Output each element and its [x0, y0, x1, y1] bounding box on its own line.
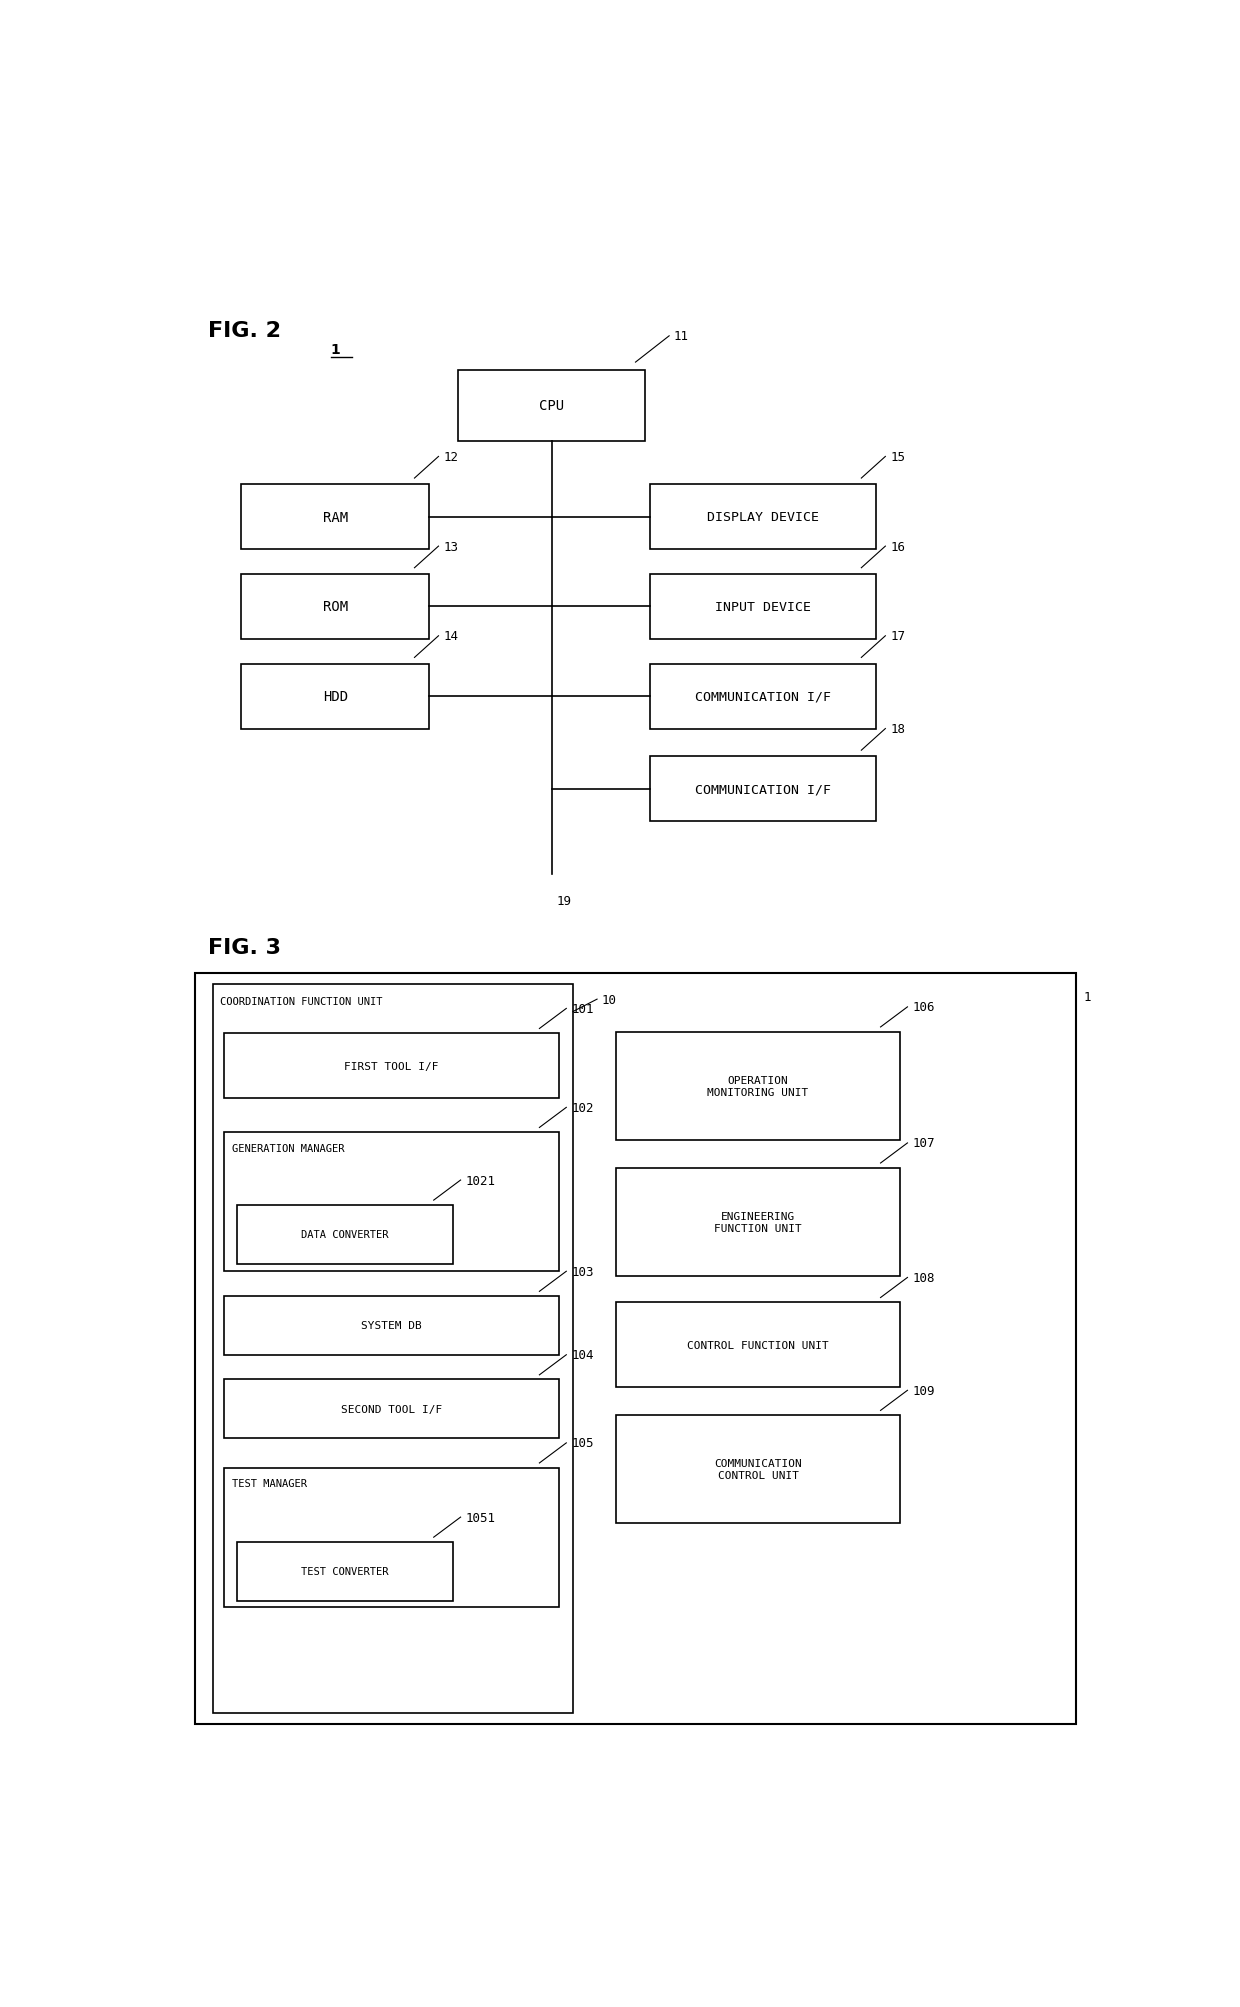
Text: 19: 19	[557, 895, 572, 907]
Text: TEST MANAGER: TEST MANAGER	[232, 1479, 306, 1489]
Text: CPU: CPU	[539, 399, 564, 413]
Text: 103: 103	[572, 1264, 594, 1278]
Text: 1051: 1051	[465, 1511, 496, 1523]
Text: 16: 16	[890, 540, 905, 554]
Text: 101: 101	[572, 1001, 594, 1016]
Text: COMMUNICATION I/F: COMMUNICATION I/F	[694, 690, 831, 702]
Text: 10: 10	[601, 993, 616, 1006]
Bar	[650, 574, 875, 640]
Text: 106: 106	[913, 1001, 935, 1014]
Text: 11: 11	[675, 331, 689, 343]
Text: 109: 109	[913, 1385, 935, 1397]
Text: 1021: 1021	[465, 1174, 496, 1186]
Bar	[650, 664, 875, 729]
Text: COMMUNICATION
CONTROL UNIT: COMMUNICATION CONTROL UNIT	[714, 1459, 802, 1481]
Text: 107: 107	[913, 1136, 935, 1150]
Text: SECOND TOOL I/F: SECOND TOOL I/F	[341, 1405, 441, 1415]
Text: INPUT DEVICE: INPUT DEVICE	[714, 600, 811, 614]
Bar	[616, 1168, 900, 1276]
Bar	[224, 1132, 558, 1272]
Bar	[224, 1034, 558, 1098]
Text: TEST CONVERTER: TEST CONVERTER	[301, 1565, 388, 1575]
Bar	[224, 1297, 558, 1355]
Text: FIG. 2: FIG. 2	[208, 321, 280, 341]
Bar	[237, 1541, 453, 1602]
Text: DATA CONVERTER: DATA CONVERTER	[301, 1230, 388, 1240]
Bar	[224, 1467, 558, 1608]
Text: OPERATION
MONITORING UNIT: OPERATION MONITORING UNIT	[707, 1076, 808, 1098]
Bar	[224, 1379, 558, 1439]
Text: FIG. 3: FIG. 3	[208, 937, 280, 957]
Bar	[650, 757, 875, 823]
Text: 1: 1	[1084, 989, 1091, 1004]
Text: 17: 17	[890, 630, 905, 642]
Text: HDD: HDD	[322, 690, 347, 704]
Text: ROM: ROM	[322, 600, 347, 614]
Text: 105: 105	[572, 1437, 594, 1449]
Bar	[616, 1415, 900, 1523]
Bar	[242, 664, 429, 729]
Bar	[616, 1303, 900, 1387]
Bar	[213, 983, 573, 1714]
Bar	[196, 973, 1075, 1724]
Text: SYSTEM DB: SYSTEM DB	[361, 1321, 422, 1331]
Text: CONTROL FUNCTION UNIT: CONTROL FUNCTION UNIT	[687, 1341, 828, 1351]
Text: FIRST TOOL I/F: FIRST TOOL I/F	[345, 1062, 439, 1072]
Text: COORDINATION FUNCTION UNIT: COORDINATION FUNCTION UNIT	[221, 997, 383, 1008]
Text: 1: 1	[331, 343, 341, 357]
Text: 13: 13	[444, 540, 459, 554]
Text: 108: 108	[913, 1270, 935, 1284]
Text: ENGINEERING
FUNCTION UNIT: ENGINEERING FUNCTION UNIT	[714, 1212, 802, 1232]
Bar	[650, 486, 875, 550]
Text: 14: 14	[444, 630, 459, 642]
Text: 18: 18	[890, 723, 905, 737]
Text: 102: 102	[572, 1102, 594, 1114]
Text: DISPLAY DEVICE: DISPLAY DEVICE	[707, 512, 818, 524]
Text: 104: 104	[572, 1349, 594, 1361]
Bar	[616, 1032, 900, 1140]
Bar	[458, 371, 645, 442]
Bar	[237, 1204, 453, 1264]
Text: COMMUNICATION I/F: COMMUNICATION I/F	[694, 783, 831, 797]
Bar	[242, 574, 429, 640]
Text: 12: 12	[444, 452, 459, 464]
Text: 15: 15	[890, 452, 905, 464]
Text: RAM: RAM	[322, 510, 347, 524]
Bar	[242, 486, 429, 550]
Text: GENERATION MANAGER: GENERATION MANAGER	[232, 1144, 345, 1154]
